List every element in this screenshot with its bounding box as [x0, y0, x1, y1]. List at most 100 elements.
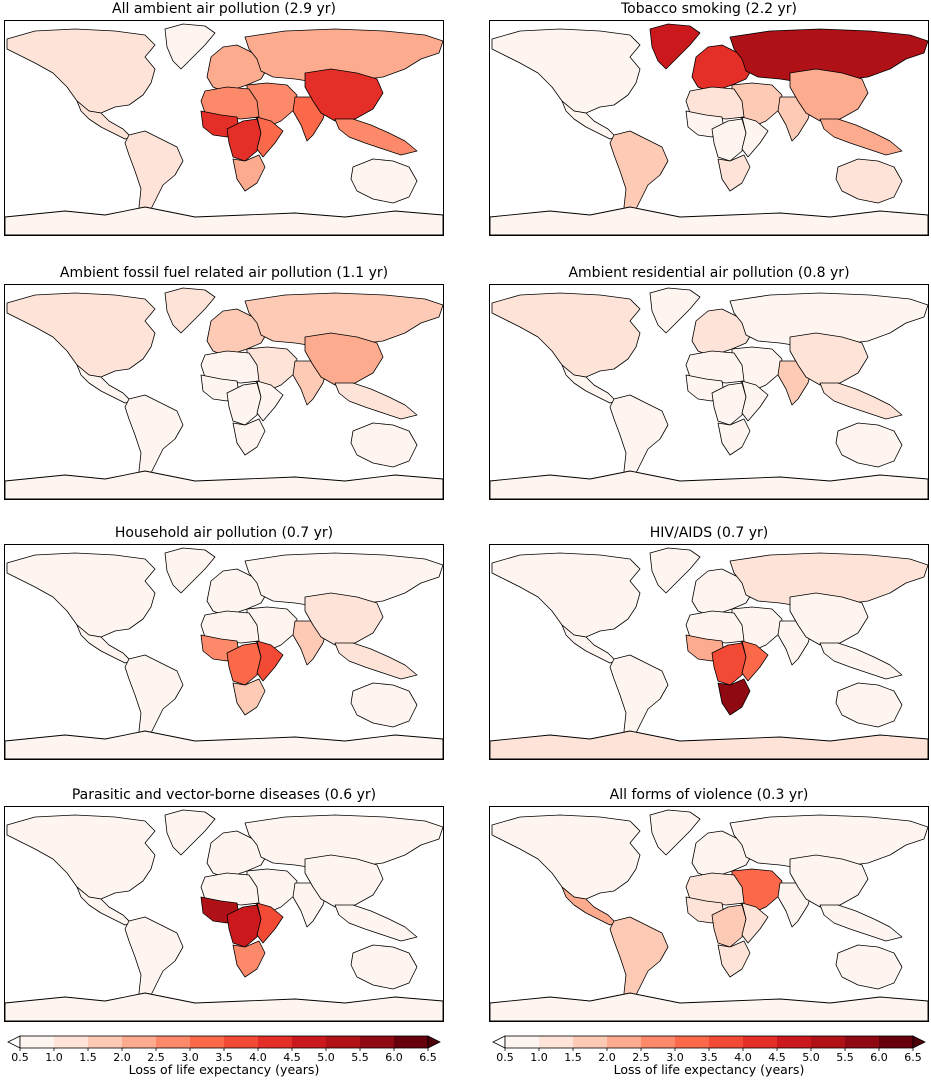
- colorbar-scale: 0.5 1.0 1.5 2.0 2.5 3.0 3.5 4.0 4.5 5.0 5.5 6.0 6.5: [7, 1035, 441, 1062]
- region-north-america: [6, 292, 156, 378]
- region-russia: [244, 814, 443, 870]
- colorbar-swatch: [539, 1036, 574, 1048]
- world-choropleth-map: [490, 809, 928, 1021]
- panel-title: Ambient residential air pollution (0.8 y…: [568, 265, 850, 281]
- region-greenland: [649, 23, 701, 70]
- colorbar-tick-label: 5.0: [802, 1051, 820, 1062]
- map-panel-ambient-air-pollution: All ambient air pollution (2.9 yr): [4, 0, 444, 254]
- region-southern-africa: [232, 418, 266, 456]
- region-south-america: [124, 654, 184, 746]
- colorbar-label: Loss of life expectancy (years): [128, 1062, 320, 1077]
- region-east-africa: [256, 640, 284, 682]
- region-southeast-asia: [819, 118, 903, 156]
- map-panel-violence: All forms of violence (0.3 yr): [489, 786, 929, 1040]
- colorbar-swatch: [190, 1036, 225, 1048]
- region-australia: [350, 682, 418, 728]
- colorbar-swatch: [122, 1036, 157, 1048]
- region-europe: [206, 830, 268, 878]
- colorbar-swatch: [811, 1036, 846, 1048]
- region-russia: [729, 292, 928, 348]
- region-southeast-asia: [334, 382, 418, 420]
- colorbar-scale: 0.5 1.0 1.5 2.0 2.5 3.0 3.5 4.0 4.5 5.0 5.5 6.0 6.5: [492, 1035, 926, 1062]
- region-europe: [691, 830, 753, 878]
- colorbar-extend-max: [912, 1035, 926, 1049]
- map-frame: [489, 284, 929, 500]
- colorbar-tick-label: 2.5: [632, 1051, 650, 1062]
- map-panel-fossil-fuel-air-pollution: Ambient fossil fuel related air pollutio…: [4, 264, 444, 518]
- colorbar-swatch: [360, 1036, 395, 1048]
- panel-title: All forms of violence (0.3 yr): [609, 787, 809, 803]
- region-north-africa: [685, 610, 745, 644]
- region-north-africa: [200, 872, 260, 906]
- region-central-africa: [226, 904, 262, 948]
- region-australia: [835, 422, 903, 468]
- colorbar-left: 0.5 1.0 1.5 2.0 2.5 3.0 3.5 4.0 4.5 5.0 5.5 6.0 6.5 …: [4, 1030, 444, 1080]
- region-north-america: [491, 292, 641, 378]
- panel-title: HIV/AIDS (0.7 yr): [649, 525, 769, 541]
- region-antarctica: [490, 992, 928, 1021]
- colorbar-swatch: [258, 1036, 293, 1048]
- map-frame: [4, 544, 444, 760]
- region-central-africa: [711, 382, 747, 426]
- region-east-africa: [256, 380, 284, 422]
- colorbar-tick-label: 5.5: [351, 1051, 369, 1062]
- region-europe: [206, 568, 268, 616]
- colorbar-tick-label: 3.5: [215, 1051, 233, 1062]
- region-australia: [835, 682, 903, 728]
- colorbar-tick-label: 2.0: [598, 1051, 616, 1062]
- colorbar-swatch: [573, 1036, 608, 1048]
- region-south-america: [124, 916, 184, 1008]
- world-choropleth-map: [5, 547, 443, 759]
- colorbar-swatch: [326, 1036, 361, 1048]
- panel-title: Parasitic and vector-borne diseases (0.6…: [71, 787, 377, 803]
- colorbar-swatch: [777, 1036, 812, 1048]
- region-europe: [206, 308, 268, 356]
- region-china: [304, 854, 384, 908]
- colorbar-swatch: [88, 1036, 123, 1048]
- region-central-africa: [226, 382, 262, 426]
- region-north-america: [491, 28, 641, 114]
- map-frame: [489, 20, 929, 236]
- colorbar-tick-label: 5.0: [317, 1051, 335, 1062]
- region-antarctica: [490, 470, 928, 499]
- colorbar-tick-label: 5.5: [836, 1051, 854, 1062]
- region-southern-africa: [717, 940, 751, 978]
- region-southeast-asia: [334, 904, 418, 942]
- region-central-africa: [711, 904, 747, 948]
- region-southern-africa: [232, 678, 266, 716]
- region-europe: [691, 568, 753, 616]
- region-russia: [244, 552, 443, 608]
- panel-title: All ambient air pollution (2.9 yr): [112, 1, 336, 17]
- region-europe: [691, 44, 753, 92]
- colorbar-tick-label: 0.5: [11, 1051, 29, 1062]
- map-panel-household-air-pollution: Household air pollution (0.7 yr): [4, 524, 444, 778]
- region-north-america: [491, 552, 641, 638]
- colorbar-swatch: [20, 1036, 55, 1048]
- region-central-africa: [711, 118, 747, 162]
- region-southeast-asia: [819, 642, 903, 680]
- region-greenland: [164, 809, 216, 856]
- region-north-africa: [200, 86, 260, 120]
- world-choropleth-map: [490, 23, 928, 235]
- colorbar-tick-label: 6.0: [385, 1051, 403, 1062]
- colorbar-swatch: [156, 1036, 191, 1048]
- colorbar-tick-label: 4.5: [283, 1051, 301, 1062]
- world-choropleth-map: [5, 809, 443, 1021]
- colorbar-tick-label: 4.5: [768, 1051, 786, 1062]
- colorbar-tick-label: 0.5: [496, 1051, 514, 1062]
- region-russia: [729, 814, 928, 870]
- region-southern-africa: [717, 678, 751, 716]
- world-choropleth-map: [5, 287, 443, 499]
- region-russia: [244, 292, 443, 348]
- colorbar-tick-label: 6.5: [419, 1051, 437, 1062]
- colorbar-tick-label: 1.0: [530, 1051, 548, 1062]
- region-north-africa: [685, 350, 745, 384]
- region-russia: [729, 28, 928, 84]
- region-south-america: [124, 394, 184, 486]
- region-north-africa: [200, 610, 260, 644]
- region-china: [304, 592, 384, 646]
- region-antarctica: [5, 206, 443, 235]
- colorbar-swatch: [879, 1036, 914, 1048]
- colorbar-tick-label: 4.0: [734, 1051, 752, 1062]
- region-central-africa: [226, 642, 262, 686]
